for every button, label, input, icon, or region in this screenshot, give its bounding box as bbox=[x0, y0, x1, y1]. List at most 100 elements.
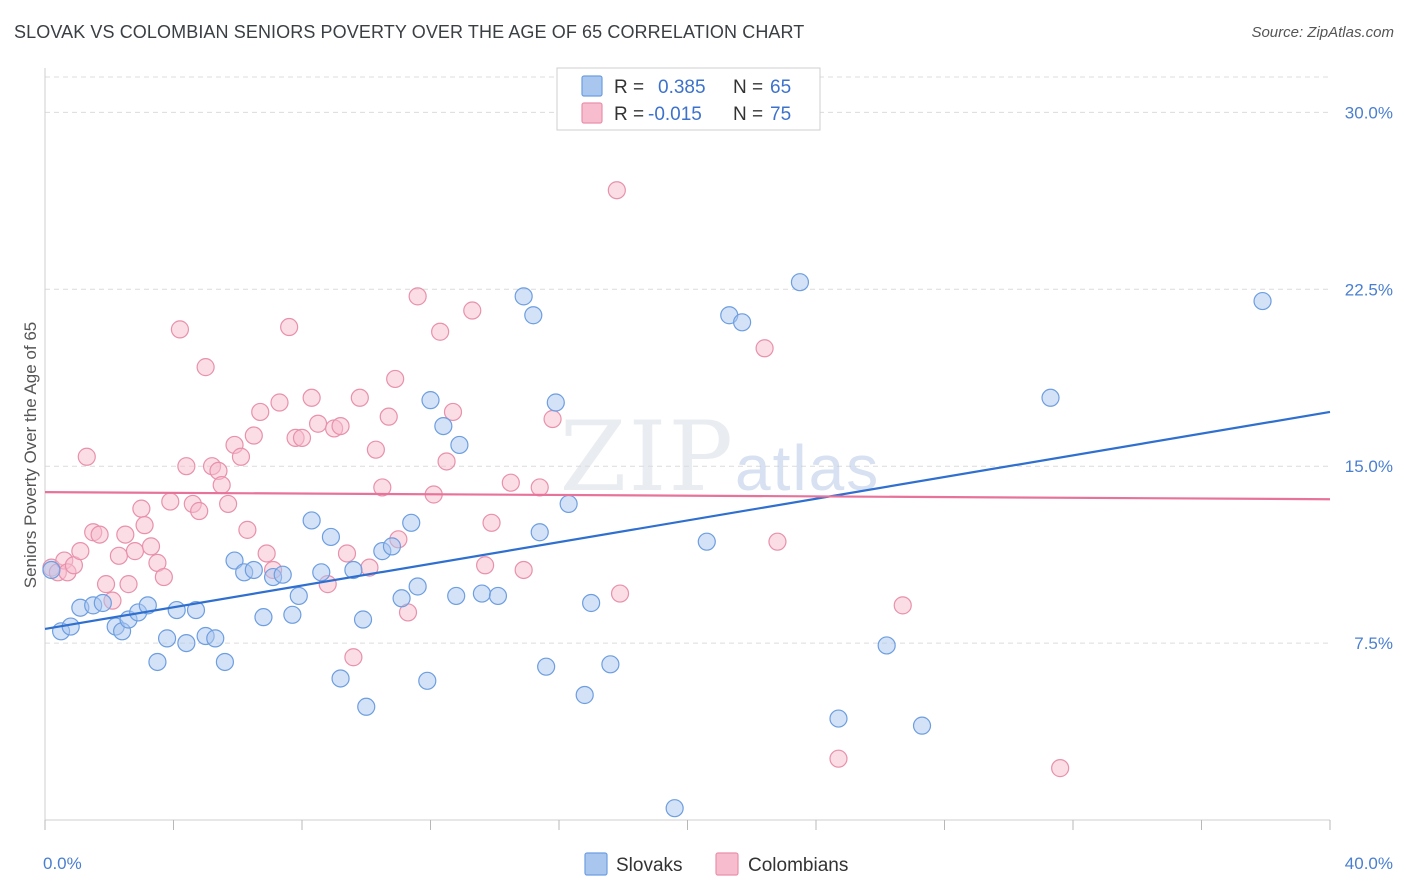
slovaks-point bbox=[273, 565, 292, 584]
colombians-point bbox=[331, 416, 350, 436]
colombians-point bbox=[154, 567, 173, 587]
colombians-point bbox=[1051, 759, 1070, 778]
legend-r-label: R = bbox=[614, 77, 644, 98]
slovaks-point bbox=[418, 671, 437, 690]
colombians-point bbox=[170, 320, 190, 339]
slovaks-point bbox=[42, 560, 61, 580]
colombians-point bbox=[212, 475, 231, 495]
slovaks-point bbox=[546, 393, 565, 412]
slovaks-point bbox=[177, 633, 196, 653]
colombians-point bbox=[607, 181, 626, 200]
colombians-point bbox=[610, 584, 630, 603]
colombians-point bbox=[77, 447, 96, 466]
colombians-trend-line bbox=[44, 491, 1331, 501]
y-tick-label: 22.5% bbox=[1345, 280, 1393, 299]
slovaks-points bbox=[42, 273, 1272, 818]
colombians-point bbox=[768, 532, 787, 551]
slovaks-point bbox=[357, 697, 376, 716]
colombians-point bbox=[219, 494, 238, 514]
slovaks-point bbox=[790, 273, 810, 292]
colombians-point bbox=[238, 520, 257, 539]
slovaks-point bbox=[344, 560, 363, 580]
slovaks-point bbox=[697, 532, 716, 551]
colombians-point bbox=[463, 301, 482, 320]
legend-r-value: 0.385 bbox=[658, 77, 706, 98]
legend: R = 0.385 N = 65 R = -0.015 N = 75 bbox=[556, 67, 821, 131]
colombians-point bbox=[366, 440, 385, 459]
colombians-point bbox=[90, 525, 109, 544]
colombians-point bbox=[408, 287, 427, 306]
source-credit: Source: ZipAtlas.com bbox=[1251, 24, 1394, 41]
slovaks-point bbox=[447, 586, 466, 606]
slovaks-point bbox=[206, 629, 225, 648]
bottom-legend-label: Slovaks bbox=[616, 855, 683, 876]
slovaks-point bbox=[254, 608, 273, 627]
chart-title: SLOVAK VS COLOMBIAN SENIORS POVERTY OVER… bbox=[14, 22, 805, 42]
slovaks-point bbox=[514, 287, 533, 306]
colombians-point bbox=[501, 473, 520, 492]
colombians-point bbox=[514, 560, 533, 580]
colombians-point bbox=[132, 499, 151, 518]
y-axis-label: Seniors Poverty Over the Age of 65 bbox=[21, 322, 40, 588]
colombians-point bbox=[161, 492, 180, 511]
colombians-point bbox=[119, 575, 138, 594]
colombians-point bbox=[109, 546, 128, 565]
bottom-legend-label: Colombians bbox=[748, 855, 848, 876]
colombians-point bbox=[379, 407, 398, 426]
colombians-point bbox=[257, 544, 276, 563]
x-tick-label: 40.0% bbox=[1345, 854, 1393, 873]
slovaks-point bbox=[186, 600, 206, 620]
colombians-point bbox=[125, 542, 145, 561]
slovaks-trend-line bbox=[44, 410, 1331, 631]
slovaks-point bbox=[877, 636, 896, 655]
colombians-point bbox=[135, 516, 154, 535]
colombians-point bbox=[116, 525, 135, 544]
colombians-points bbox=[42, 181, 1070, 778]
colombians-point bbox=[344, 648, 363, 667]
colombians-point bbox=[829, 749, 848, 768]
slovaks-point bbox=[392, 589, 411, 608]
slovaks-point bbox=[912, 716, 932, 735]
colombians-point bbox=[71, 542, 90, 561]
slovaks-point bbox=[665, 799, 684, 818]
watermark-suffix: atlas bbox=[735, 432, 880, 504]
colombians-point bbox=[251, 402, 270, 422]
slovaks-point bbox=[434, 416, 453, 436]
slovaks-point bbox=[215, 652, 234, 672]
colombians-point bbox=[476, 556, 495, 575]
colombians-point bbox=[386, 369, 405, 389]
slovaks-point bbox=[575, 685, 594, 705]
slovaks-point bbox=[312, 563, 331, 582]
colombians-point bbox=[893, 596, 912, 615]
x-tick-labels: 0.0% 40.0% bbox=[43, 854, 1393, 873]
colombians-point bbox=[302, 388, 321, 407]
colombians-point bbox=[755, 339, 774, 358]
colombians-point bbox=[190, 501, 209, 521]
axes bbox=[44, 68, 1331, 830]
y-tick-labels: 7.5% 15.0% 22.5% 30.0% bbox=[1345, 103, 1393, 653]
colombians-point bbox=[96, 575, 116, 594]
slovaks-point bbox=[829, 709, 848, 728]
slovaks-point bbox=[408, 577, 427, 596]
colombians-point bbox=[270, 393, 289, 412]
colombians-point bbox=[308, 414, 328, 433]
colombians-point bbox=[231, 447, 251, 466]
slovaks-point bbox=[472, 584, 491, 603]
colombians-point bbox=[530, 478, 549, 497]
slovaks-point bbox=[488, 586, 508, 606]
colombians-point bbox=[431, 322, 450, 341]
y-tick-label: 7.5% bbox=[1354, 634, 1393, 653]
slovaks-point bbox=[148, 652, 167, 672]
slovaks-point bbox=[302, 511, 321, 530]
slovaks-point bbox=[225, 551, 244, 570]
slovaks-point bbox=[289, 586, 308, 606]
colombians-point bbox=[280, 317, 299, 337]
bottom-legend: Slovaks Colombians bbox=[584, 852, 848, 876]
slovaks-point bbox=[331, 669, 350, 688]
legend-n-label: N = bbox=[733, 77, 763, 98]
legend-n-value: 75 bbox=[770, 104, 791, 125]
bottom-legend-swatch-colombians bbox=[715, 852, 739, 876]
slovaks-point bbox=[283, 605, 302, 624]
x-tick-label: 0.0% bbox=[43, 854, 82, 873]
